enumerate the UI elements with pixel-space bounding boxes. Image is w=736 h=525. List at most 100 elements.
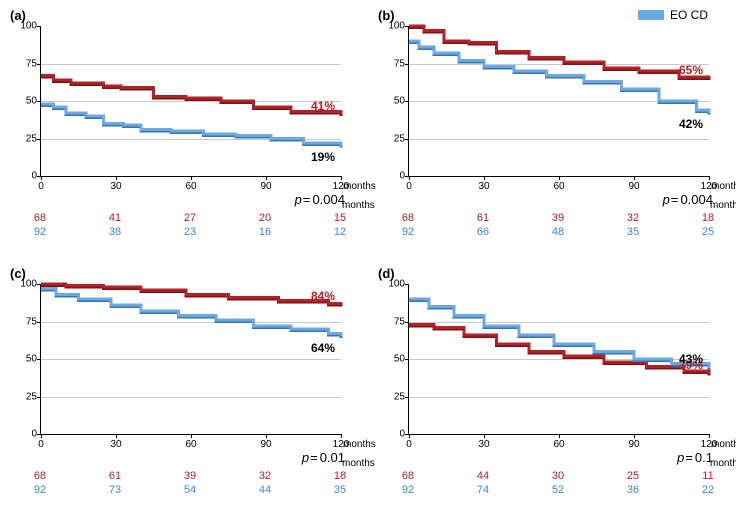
ytick-label: 25 (13, 133, 37, 144)
xtick-label: 90 (260, 439, 271, 450)
risk-value-eo: 66 (477, 226, 489, 238)
risk-value-lo: 32 (259, 470, 271, 482)
risk-value-lo: 61 (477, 212, 489, 224)
risk-unit: months (342, 458, 375, 469)
end-label-eo: 42% (679, 117, 703, 131)
end-label-lo: 41% (311, 99, 335, 113)
risk-value-eo: 52 (552, 484, 564, 496)
ytick-label: 0 (13, 171, 37, 182)
risk-value-lo: 68 (402, 470, 414, 482)
plot-area: 02550751000306090120months84%64%p=0.01 (40, 284, 341, 435)
risk-value-eo: 16 (259, 226, 271, 238)
end-label-eo: 19% (311, 150, 335, 164)
risk-table: 68412720159238231612months (40, 212, 340, 252)
risk-value-eo: 36 (627, 484, 639, 496)
risk-value-lo: 27 (184, 212, 196, 224)
risk-value-eo: 35 (627, 226, 639, 238)
x-axis-unit: months (711, 439, 736, 450)
risk-value-eo: 23 (184, 226, 196, 238)
risk-unit: months (342, 200, 375, 211)
ytick-label: 75 (381, 316, 405, 327)
figure-root: EO CDLO CD (a)02550751000306090120months… (8, 8, 728, 516)
risk-value-eo: 92 (34, 484, 46, 496)
end-label-eo: 64% (311, 341, 335, 355)
xtick-label: 60 (185, 439, 196, 450)
ytick-label: 0 (381, 429, 405, 440)
xtick-label: 0 (38, 439, 44, 450)
p-value: p=0.004 (295, 192, 345, 207)
risk-table: 68613932189266483525months (408, 212, 708, 252)
risk-value-eo: 44 (259, 484, 271, 496)
xtick-label: 0 (406, 181, 412, 192)
ytick-label: 100 (13, 21, 37, 32)
risk-value-eo: 38 (109, 226, 121, 238)
xtick-label: 30 (110, 181, 121, 192)
panel-d: (d)02550751000306090120months39%43%p=0.1… (376, 266, 726, 516)
risk-value-eo: 22 (702, 484, 714, 496)
ytick-label: 100 (381, 21, 405, 32)
xtick-label: 90 (628, 439, 639, 450)
series-lo (409, 325, 709, 375)
ytick-label: 25 (13, 391, 37, 402)
xtick-label: 0 (406, 439, 412, 450)
risk-value-eo: 25 (702, 226, 714, 238)
panel-a: (a)02550751000306090120months41%19%p=0.0… (8, 8, 358, 258)
risk-table: 68613932189273544435months (40, 470, 340, 510)
xtick-label: 90 (628, 181, 639, 192)
ytick-label: 0 (13, 429, 37, 440)
p-value: p=0.01 (302, 450, 345, 465)
plot-area: 02550751000306090120months39%43%p=0.1 (408, 284, 709, 435)
x-axis-unit: months (343, 439, 376, 450)
risk-value-eo: 12 (334, 226, 346, 238)
risk-value-lo: 20 (259, 212, 271, 224)
risk-value-lo: 39 (552, 212, 564, 224)
end-label-lo: 84% (311, 289, 335, 303)
xtick-label: 90 (260, 181, 271, 192)
risk-value-lo: 30 (552, 470, 564, 482)
ytick-label: 50 (381, 96, 405, 107)
risk-value-lo: 44 (477, 470, 489, 482)
risk-table: 68443025119274523622months (408, 470, 708, 510)
ytick-label: 25 (381, 391, 405, 402)
panel-b: (b)02550751000306090120months65%42%p=0.0… (376, 8, 726, 258)
risk-value-lo: 68 (402, 212, 414, 224)
risk-value-lo: 18 (702, 212, 714, 224)
xtick-label: 60 (553, 181, 564, 192)
risk-unit: months (710, 200, 736, 211)
risk-value-lo: 41 (109, 212, 121, 224)
end-label-eo: 43% (679, 352, 703, 366)
risk-value-lo: 15 (334, 212, 346, 224)
end-label-lo: 65% (679, 63, 703, 77)
series-eo (409, 41, 709, 113)
risk-value-eo: 73 (109, 484, 121, 496)
risk-value-lo: 32 (627, 212, 639, 224)
risk-value-eo: 48 (552, 226, 564, 238)
series-eo (409, 299, 709, 368)
ytick-label: 100 (13, 279, 37, 290)
x-axis-unit: months (343, 181, 376, 192)
xtick-label: 60 (185, 181, 196, 192)
panel-grid: (a)02550751000306090120months41%19%p=0.0… (8, 8, 728, 516)
risk-value-eo: 35 (334, 484, 346, 496)
risk-value-lo: 25 (627, 470, 639, 482)
ytick-label: 25 (381, 133, 405, 144)
x-axis-unit: months (711, 181, 736, 192)
ytick-label: 75 (381, 58, 405, 69)
ytick-label: 50 (13, 96, 37, 107)
xtick-label: 0 (38, 181, 44, 192)
risk-value-lo: 18 (334, 470, 346, 482)
xtick-label: 60 (553, 439, 564, 450)
risk-value-eo: 74 (477, 484, 489, 496)
ytick-label: 50 (381, 354, 405, 365)
p-value: p=0.1 (677, 450, 713, 465)
risk-value-eo: 92 (402, 226, 414, 238)
ytick-label: 50 (13, 354, 37, 365)
risk-value-lo: 68 (34, 470, 46, 482)
risk-value-lo: 68 (34, 212, 46, 224)
ytick-label: 0 (381, 171, 405, 182)
plot-area: 02550751000306090120months41%19%p=0.004 (40, 26, 341, 177)
risk-unit: months (710, 458, 736, 469)
risk-value-lo: 11 (702, 470, 713, 482)
xtick-label: 30 (478, 181, 489, 192)
ytick-label: 75 (13, 58, 37, 69)
